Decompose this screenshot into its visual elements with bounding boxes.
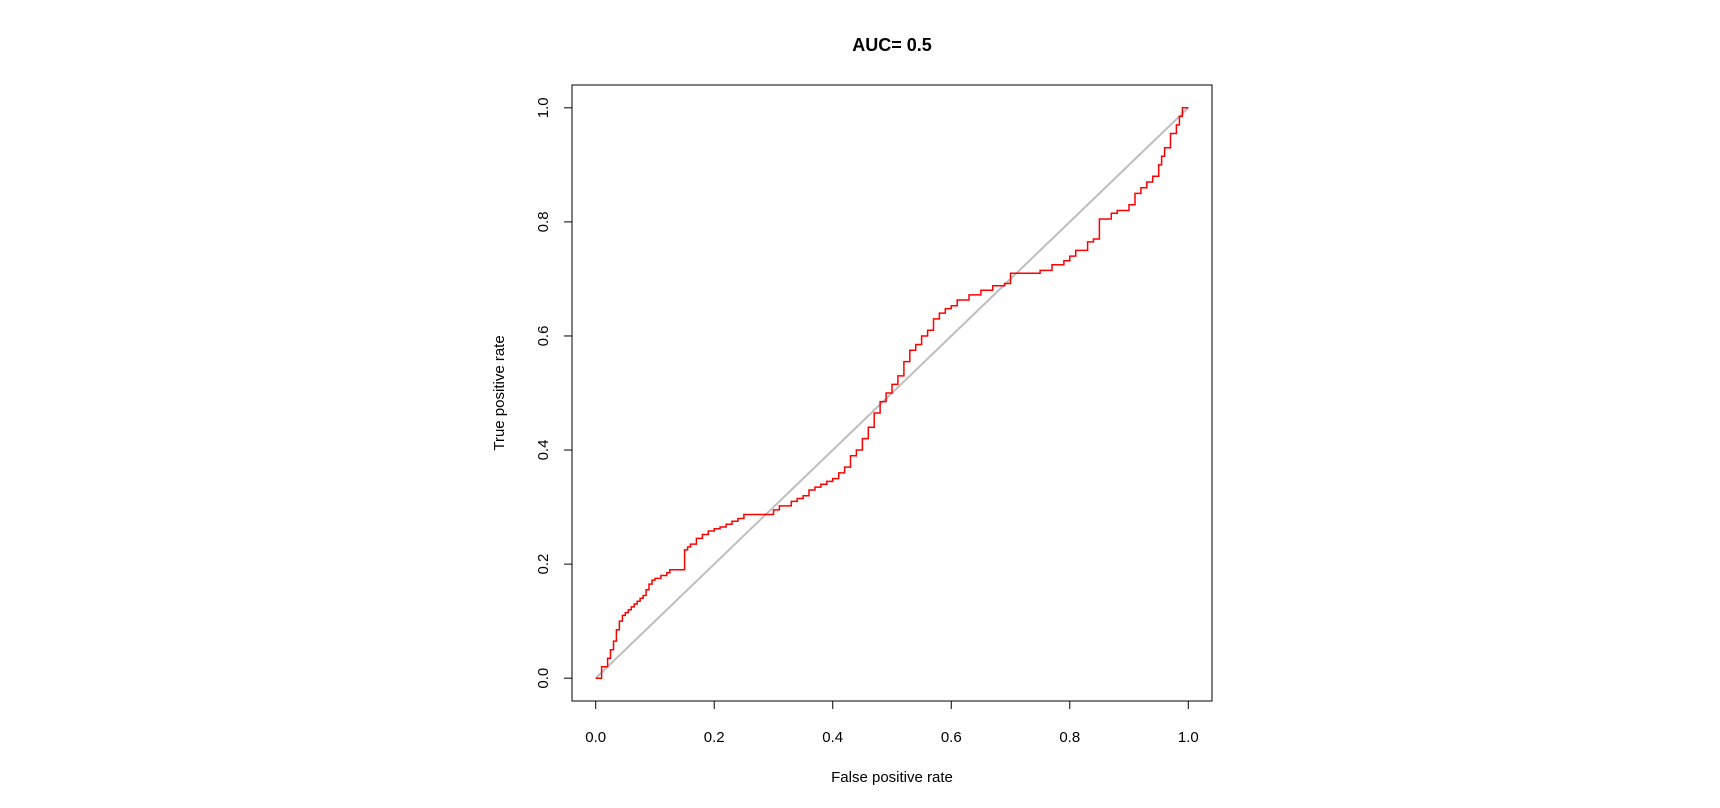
y-axis-title: True positive rate: [491, 335, 508, 450]
x-axis: 0.0 0.2 0.4 0.6 0.8 1.0: [585, 700, 1199, 746]
roc-curve-line: [595, 107, 1189, 679]
x-tick-label: 1.0: [1178, 729, 1199, 746]
x-tick-label: 0.0: [585, 729, 606, 746]
x-tick-label: 0.8: [1059, 729, 1080, 746]
y-tick-label: 0.4: [535, 440, 552, 461]
x-tick-label: 0.6: [941, 729, 962, 746]
y-tick-label: 0.0: [535, 668, 552, 689]
y-tick-label: 0.6: [535, 326, 552, 347]
x-axis-title: False positive rate: [831, 769, 953, 786]
y-axis: 0.0 0.2 0.4 0.6 0.8 1.0: [535, 97, 573, 689]
y-tick-label: 0.2: [535, 554, 552, 575]
x-tick-label: 0.2: [704, 729, 725, 746]
y-tick-label: 1.0: [535, 97, 552, 118]
y-tick-label: 0.8: [535, 211, 552, 232]
plot-area: [595, 107, 1189, 679]
x-tick-label: 0.4: [822, 729, 843, 746]
chart-title: AUC= 0.5: [852, 35, 932, 55]
